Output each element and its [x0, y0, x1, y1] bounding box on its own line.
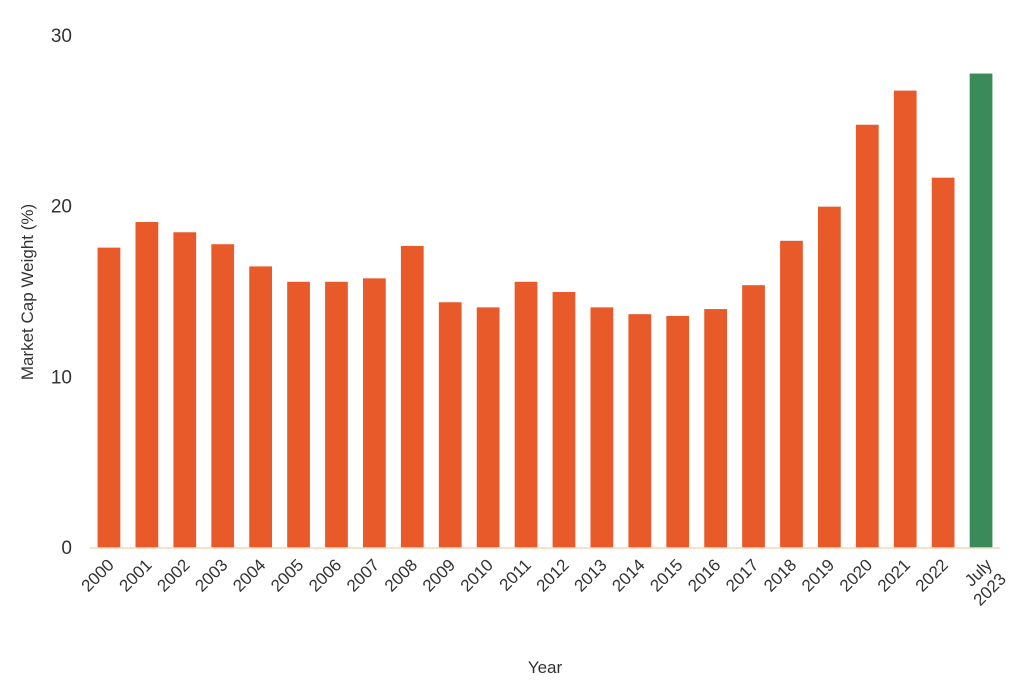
bar	[363, 278, 386, 548]
x-tick-label: 2008	[381, 555, 421, 595]
x-tick-label: 2000	[78, 555, 118, 595]
bar	[628, 314, 652, 548]
x-tick-label: 2019	[798, 555, 838, 595]
bar	[135, 222, 159, 548]
bar	[325, 281, 348, 548]
bar	[893, 90, 917, 548]
x-tick-label: 2013	[571, 555, 611, 595]
bar	[476, 307, 500, 548]
x-tick-label: 2014	[608, 555, 648, 595]
y-tick-label: 0	[61, 538, 72, 559]
bar	[780, 240, 803, 549]
bar	[514, 281, 538, 548]
y-tick-label: 20	[51, 197, 72, 218]
bar	[552, 292, 576, 548]
y-axis-label: Market Cap Weight (%)	[18, 204, 37, 380]
x-axis-ticks: 2000200120022003200420052006200720082009…	[78, 555, 1010, 610]
x-axis-label: Year	[528, 658, 563, 677]
bar	[249, 266, 272, 548]
x-tick-label: 2005	[267, 555, 307, 595]
bar	[173, 232, 197, 548]
bar	[931, 177, 955, 549]
x-tick-label: 2012	[533, 555, 573, 595]
x-tick-label: 2016	[684, 555, 724, 595]
bar	[666, 315, 690, 548]
bar	[969, 73, 993, 549]
y-axis-ticks: 0 10 20 30	[51, 26, 72, 559]
bar	[590, 307, 614, 548]
bar	[97, 247, 121, 549]
bar	[400, 245, 424, 549]
x-tick-label: 2022	[912, 555, 952, 595]
bar	[855, 124, 879, 548]
y-tick-label: 10	[51, 367, 72, 388]
x-tick-label: 2003	[191, 555, 231, 595]
x-tick-label: 2021	[874, 555, 914, 595]
x-tick-label: 2009	[419, 555, 459, 595]
x-tick-label: 2001	[116, 555, 156, 595]
x-tick-label: 2017	[722, 555, 762, 595]
x-tick-label: 2020	[836, 555, 876, 595]
bar	[438, 302, 462, 548]
y-tick-label: 30	[51, 26, 72, 47]
bar	[704, 309, 727, 548]
x-tick-label: 2002	[153, 555, 193, 595]
bar	[211, 244, 235, 549]
bar	[818, 206, 841, 548]
x-tick-label: 2011	[496, 555, 535, 594]
x-tick-label: 2018	[760, 555, 800, 595]
x-tick-label: 2007	[343, 555, 383, 595]
bar	[287, 281, 310, 548]
x-tick-label: 2006	[305, 555, 345, 595]
x-tick-label: 2004	[229, 555, 269, 595]
bar	[742, 285, 765, 548]
bars-group	[97, 73, 993, 549]
x-tick-label: 2015	[646, 555, 686, 595]
x-tick-label: 2010	[457, 555, 497, 595]
